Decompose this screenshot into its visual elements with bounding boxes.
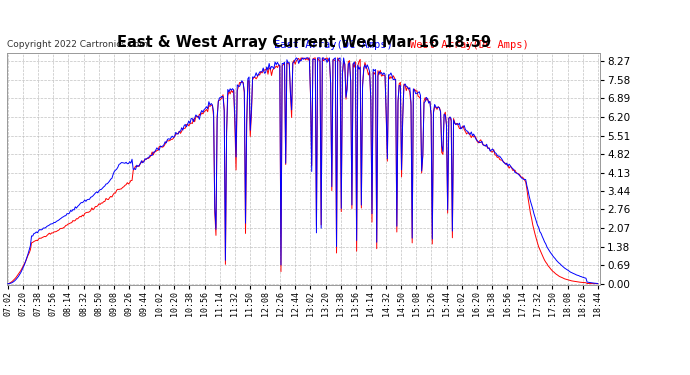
Text: East Array(DC Amps): East Array(DC Amps) (274, 40, 393, 50)
Text: West Array(DC Amps): West Array(DC Amps) (411, 40, 529, 50)
Title: East & West Array Current Wed Mar 16 18:59: East & West Array Current Wed Mar 16 18:… (117, 35, 491, 50)
Text: Copyright 2022 Cartronics.com: Copyright 2022 Cartronics.com (7, 40, 148, 49)
